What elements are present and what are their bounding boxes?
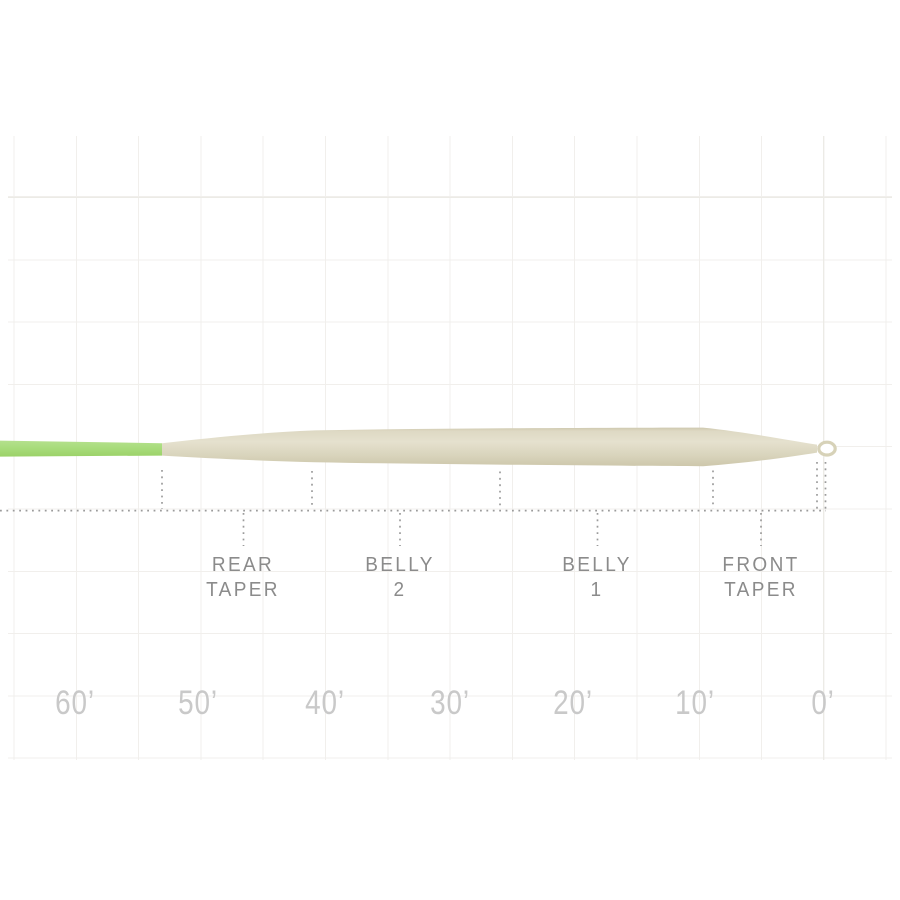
axis-tick-60ft: 60’: [55, 684, 95, 722]
label-pointer-dotted-lines: [242, 513, 762, 546]
section-label-line: 2: [393, 579, 407, 601]
axis-tick-20ft: 20’: [553, 684, 593, 722]
running-line-shape: [0, 440, 162, 457]
section-boundary-dotted-lines: [161, 462, 827, 509]
section-label-line: 1: [590, 579, 604, 601]
section-label-front-taper: FRONT TAPER: [722, 553, 799, 603]
section-label-line: REAR: [211, 554, 275, 576]
tip-loop: [817, 440, 837, 457]
section-label-belly-1: BELLY 1: [562, 553, 632, 603]
section-label-line: BELLY: [562, 554, 632, 576]
axis-tick-0ft: 0’: [811, 684, 835, 722]
axis-tick-30ft: 30’: [430, 684, 470, 722]
section-label-line: TAPER: [206, 579, 280, 601]
section-label-line: BELLY: [365, 554, 435, 576]
grid-accent-horizontal: [8, 197, 892, 198]
section-label-line: TAPER: [724, 579, 798, 601]
head-shape: [162, 427, 817, 467]
section-label-belly-2: BELLY 2: [365, 553, 435, 603]
axis-tick-10ft: 10’: [675, 684, 715, 722]
axis-tick-40ft: 40’: [305, 684, 345, 722]
axis-tick-50ft: 50’: [178, 684, 218, 722]
section-label-line: FRONT: [722, 554, 800, 576]
section-label-rear-taper: REAR TAPER: [206, 553, 280, 603]
